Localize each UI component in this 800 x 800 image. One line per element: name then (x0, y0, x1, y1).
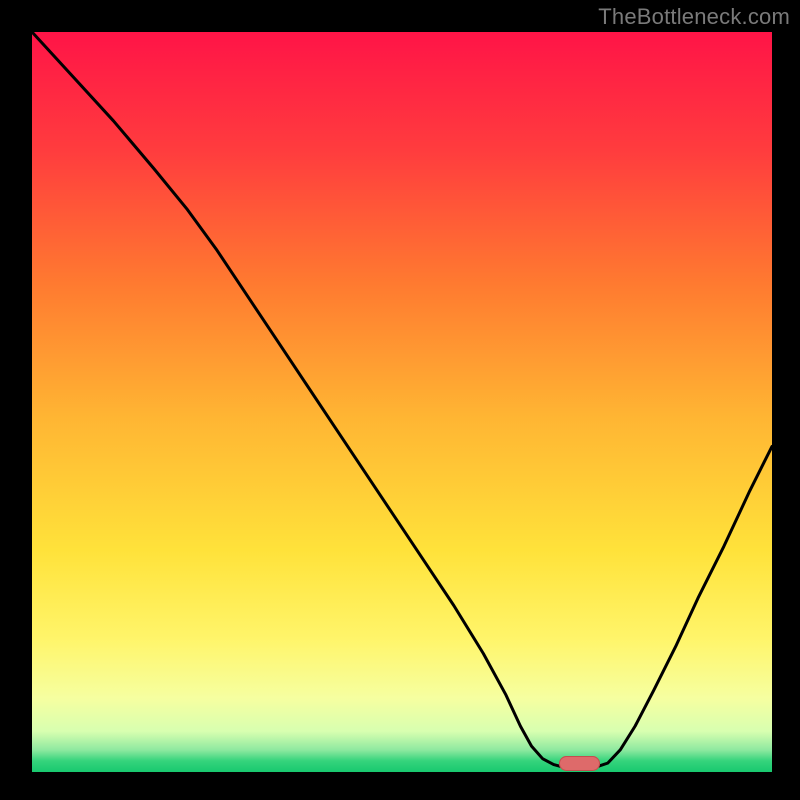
chart-curve-path (32, 32, 772, 768)
chart-optimal-marker (559, 756, 600, 771)
watermark-text: TheBottleneck.com (598, 4, 790, 30)
canvas-root: TheBottleneck.com (0, 0, 800, 800)
chart-curve-svg (32, 32, 772, 772)
plot-area (32, 32, 772, 772)
